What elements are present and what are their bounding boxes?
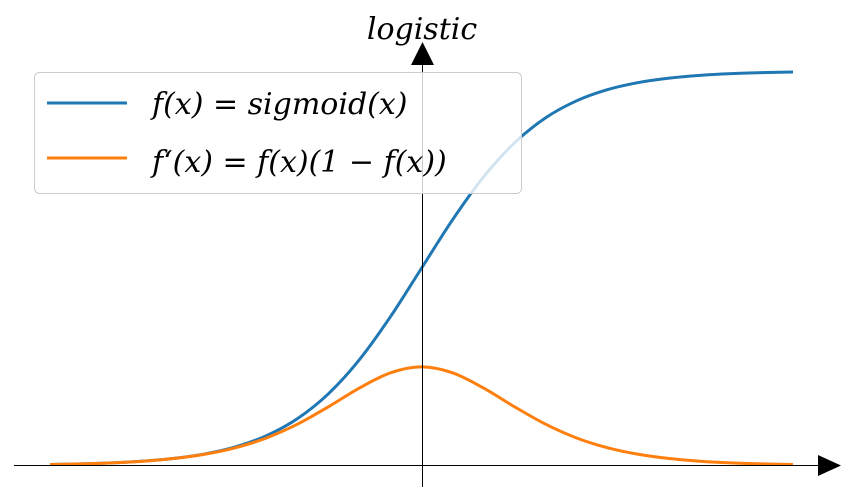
y-axis-arrowhead	[411, 42, 434, 65]
plot-lines	[49, 70, 794, 467]
legend-frame	[34, 72, 522, 194]
legend-label-derivative: f‘(x) = f(x)(1 − f(x))	[150, 145, 447, 180]
legend: f(x) = sigmoid(x) f‘(x) = f(x)(1 − f(x))	[34, 72, 522, 194]
sigmoid-derivative-curve	[49, 365, 794, 467]
x-axis-arrowhead	[818, 455, 841, 476]
chart-title: logistic	[367, 12, 478, 47]
legend-label-sigmoid: f(x) = sigmoid(x)	[150, 87, 407, 122]
